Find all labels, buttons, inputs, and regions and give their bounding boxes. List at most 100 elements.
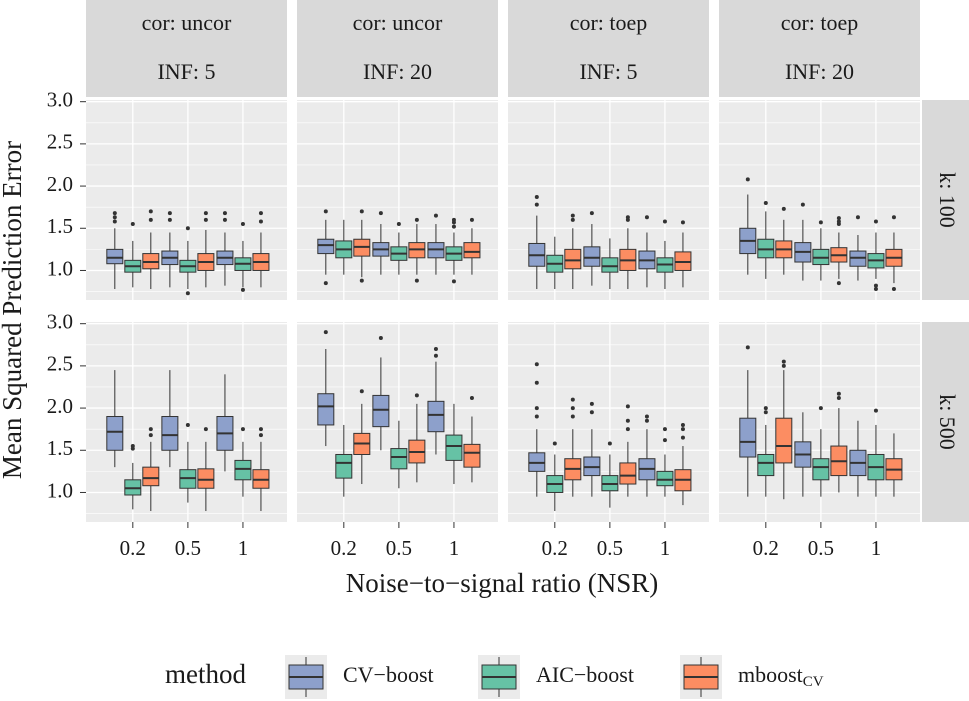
outlier [570,414,575,419]
legend-label-text: AIC−boost [536,662,634,687]
x-tick-label: 0.5 [597,536,623,560]
legend-label: AIC−boost [536,662,634,687]
outlier [203,211,208,216]
outlier [534,414,539,419]
facet-label: k: 500 [935,394,960,450]
x-tick-label: 0.5 [386,536,412,560]
outlier [148,217,153,222]
outlier [185,422,190,427]
outlier [203,217,208,222]
facet-label: INF: 5 [579,59,637,84]
outlier [625,404,630,409]
box [656,470,674,487]
y-axis-title: Mean Squared Prediction Error [0,141,27,479]
box [564,248,582,270]
facet-strip [297,0,498,97]
outlier [644,215,649,220]
y-tick-label: 2.5 [47,130,73,154]
y-tick-label: 2.0 [47,394,73,418]
panel-background [297,100,498,300]
facet-label: INF: 20 [785,59,854,84]
box [317,393,335,426]
legend-label-subscript: CV [803,674,824,690]
legend-label: mboostCV [738,662,824,690]
outlier [570,397,575,402]
facet-label: cor: toep [570,10,648,35]
outlier [662,438,667,443]
outlier [662,219,667,224]
outlier [112,219,117,224]
outlier [570,217,575,222]
outlier [112,211,117,216]
outlier [873,283,878,288]
outlier [745,177,750,182]
outlier [258,219,263,224]
box [739,417,757,458]
facet-label: cor: toep [781,10,859,35]
outlier [662,427,667,432]
outlier [873,219,878,224]
outlier [781,359,786,364]
outlier [148,433,153,438]
outlier [203,427,208,432]
outlier [240,222,245,227]
box [601,257,619,273]
box [583,246,601,267]
facet-label: INF: 5 [157,59,215,84]
outlier [818,406,823,411]
legend-label-text: CV−boost [343,662,434,687]
outlier [644,414,649,419]
outlier [433,213,438,218]
outlier [680,220,685,225]
outlier [378,211,383,216]
x-tick-label: 1 [871,536,882,560]
outlier [625,427,630,432]
outlier [414,217,419,222]
y-tick-label: 3.0 [47,88,73,112]
facet-strip [86,0,287,97]
outlier [745,345,750,350]
x-axis-title: Noise−to−signal ratio (NSR) [346,568,658,598]
outlier [258,211,263,216]
outlier [167,217,172,222]
box [757,453,775,477]
outlier [680,435,685,440]
box [812,458,830,481]
box [335,453,353,479]
outlier [891,287,896,292]
outlier [534,380,539,385]
outlier [781,206,786,211]
x-tick-label: 0.5 [808,536,834,560]
x-tick-label: 1 [238,536,249,560]
outlier [891,215,896,220]
box [317,238,335,255]
outlier [589,401,594,406]
outlier [855,215,860,220]
box [427,400,445,433]
outlier [552,441,557,446]
outlier [433,353,438,358]
box [390,448,408,470]
outlier [607,441,612,446]
outlier [167,211,172,216]
y-tick-label: 1.5 [47,214,73,238]
outlier [130,222,135,227]
outlier [570,406,575,411]
outlier [323,209,328,214]
box [463,443,481,468]
outlier [240,427,245,432]
outlier [836,281,841,286]
outlier [680,422,685,427]
outlier [396,222,401,227]
facet-strip [922,100,969,300]
box [372,394,390,428]
box [106,416,124,451]
outlier [534,195,539,200]
outlier [589,410,594,415]
outlier [836,395,841,400]
x-tick-label: 1 [449,536,460,560]
outlier [222,211,227,216]
outlier [763,200,768,205]
y-tick-label: 3.0 [47,310,73,334]
